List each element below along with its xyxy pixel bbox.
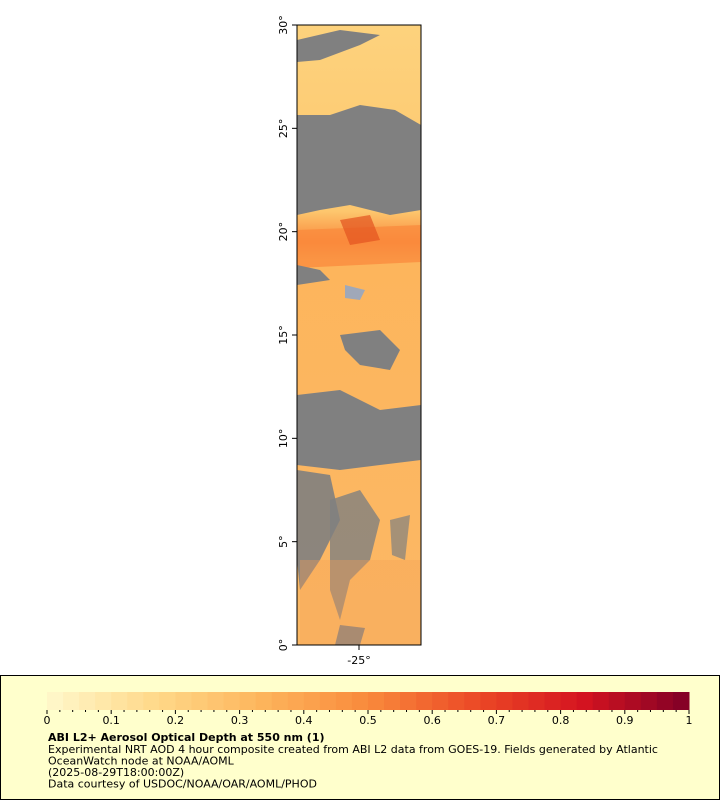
colorbar-tick-label: 0.7 <box>488 714 506 727</box>
colorbar-swatch <box>640 692 658 710</box>
y-tick-label: 30° <box>277 15 290 35</box>
colorbar-swatch <box>191 692 208 710</box>
legend-line: Data courtesy of USDOC/NOAA/OAR/AOML/PHO… <box>48 778 317 791</box>
colorbar-tick-label: 0.1 <box>102 714 120 727</box>
colorbar-swatch <box>79 692 96 710</box>
colorbar-swatch <box>496 692 513 710</box>
colorbar-swatch <box>656 692 674 710</box>
colorbar-swatch <box>624 692 642 710</box>
colorbar-tick-label: 0.9 <box>616 714 634 727</box>
colorbar-tick-label: 0.4 <box>295 714 313 727</box>
colorbar-swatch <box>239 692 257 710</box>
colorbar-tick-label: 0.6 <box>423 714 441 727</box>
colorbar-swatch <box>608 692 626 710</box>
colorbar-tick-label: 1 <box>686 714 693 727</box>
colorbar-swatch <box>592 692 610 710</box>
axes: 0° 5° 10° 15° 20° 25° 30° -25° <box>277 15 371 667</box>
colorbar-swatch <box>480 692 497 710</box>
legend-line: (2025-08-29T18:00:00Z) <box>48 766 184 779</box>
y-tick-label: 15° <box>277 325 290 345</box>
colorbar-swatch <box>271 692 289 710</box>
colorbar-swatch <box>47 692 64 710</box>
colorbar-swatch <box>416 692 433 710</box>
colorbar-swatch <box>303 692 321 710</box>
colorbar-swatch <box>143 692 160 710</box>
colorbar-tick-label: 0.3 <box>231 714 249 727</box>
colorbar-swatch <box>175 692 192 710</box>
colorbar-swatch <box>544 692 562 710</box>
colorbar-swatch <box>207 692 225 710</box>
colorbar-swatch <box>127 692 144 710</box>
colorbar-swatch <box>400 692 417 710</box>
colorbar-swatch <box>368 692 385 710</box>
colorbar-swatch <box>528 692 546 710</box>
colorbar-swatch <box>223 692 241 710</box>
colorbar-swatch <box>111 692 128 710</box>
aod-field <box>297 25 421 645</box>
colorbar-tick-label: 0.2 <box>167 714 185 727</box>
colorbar-tick-label: 0.8 <box>552 714 570 727</box>
colorbar: 0 0.1 0.2 0.3 0.4 0.5 0.6 0.7 0.8 0.9 1 <box>44 692 693 727</box>
colorbar-swatch <box>576 692 594 710</box>
colorbar-tick-label: 0 <box>44 714 51 727</box>
y-tick-label: 10° <box>277 429 290 449</box>
y-tick-label: 0° <box>277 639 290 652</box>
colorbar-swatch <box>63 692 80 710</box>
colorbar-swatch <box>672 692 690 710</box>
x-tick-label: -25° <box>347 654 370 667</box>
colorbar-swatch <box>560 692 578 710</box>
colorbar-swatch <box>95 692 112 710</box>
legend-line: OceanWatch node at NOAA/AOML <box>48 755 235 768</box>
y-tick-label: 20° <box>277 222 290 242</box>
colorbar-swatch <box>432 692 449 710</box>
colorbar-swatch <box>255 692 273 710</box>
colorbar-swatch <box>319 692 337 710</box>
colorbar-swatch <box>464 692 481 710</box>
colorbar-swatch <box>351 692 369 710</box>
colorbar-swatch <box>335 692 353 710</box>
y-tick-label: 5° <box>277 535 290 548</box>
colorbar-swatch <box>287 692 305 710</box>
colorbar-swatch <box>512 692 529 710</box>
colorbar-swatch <box>384 692 401 710</box>
legend-title: ABI L2+ Aerosol Optical Depth at 550 nm … <box>48 731 325 744</box>
y-tick-label: 25° <box>277 119 290 139</box>
colorbar-swatch <box>159 692 176 710</box>
legend-line: Experimental NRT AOD 4 hour composite cr… <box>48 743 658 756</box>
colorbar-swatch <box>448 692 465 710</box>
legend-lines: Experimental NRT AOD 4 hour composite cr… <box>48 743 658 791</box>
colorbar-tick-label: 0.5 <box>359 714 377 727</box>
